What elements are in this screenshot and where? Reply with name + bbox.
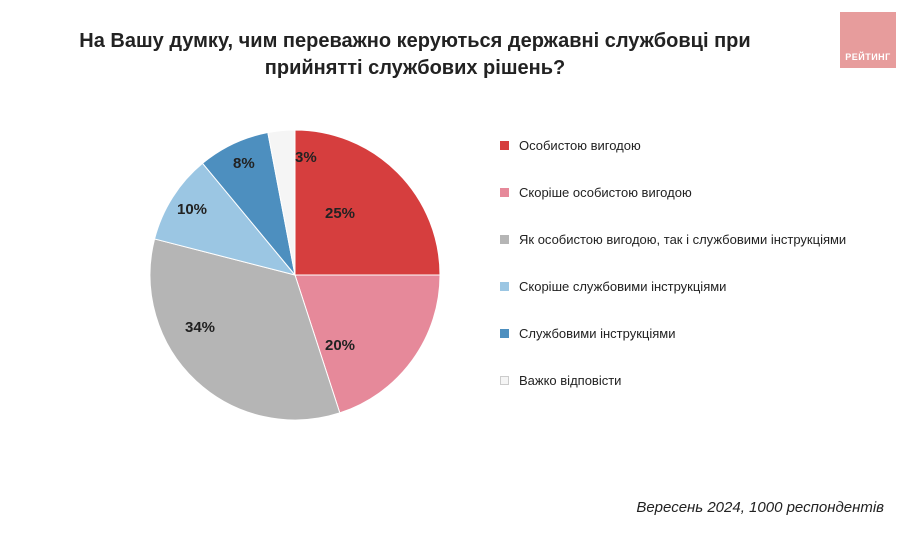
legend-marker	[500, 282, 509, 291]
pie-slice-label: 25%	[325, 205, 355, 222]
legend-item: Службовими інструкціями	[500, 326, 890, 341]
footnote: Вересень 2024, 1000 респондентів	[636, 499, 884, 516]
legend-item: Важко відповісти	[500, 373, 890, 388]
pie-chart: 25% 20% 34% 10% 8% 3%	[140, 120, 450, 430]
legend-marker	[500, 141, 509, 150]
legend-item: Як особистою вигодою, так і службовими і…	[500, 232, 890, 247]
pie-slice	[295, 130, 440, 275]
legend-label: Службовими інструкціями	[519, 326, 675, 341]
legend-marker	[500, 329, 509, 338]
legend-label: Скоріше службовими інструкціями	[519, 279, 726, 294]
legend-marker	[500, 188, 509, 197]
chart-title: На Вашу думку, чим переважно керуються д…	[40, 28, 790, 82]
pie-slice-label: 10%	[177, 201, 207, 218]
pie-slice-label: 3%	[295, 149, 317, 166]
pie-svg	[140, 120, 450, 430]
legend-marker	[500, 376, 509, 385]
legend: Особистою вигодою Скоріше особистою вигод…	[500, 138, 890, 420]
legend-label: Як особистою вигодою, так і службовими і…	[519, 232, 846, 247]
legend-label: Скоріше особистою вигодою	[519, 185, 692, 200]
legend-label: Особистою вигодою	[519, 138, 641, 153]
legend-item: Скоріше особистою вигодою	[500, 185, 890, 200]
pie-slice-label: 8%	[233, 155, 255, 172]
pie-slice-label: 20%	[325, 337, 355, 354]
legend-marker	[500, 235, 509, 244]
legend-item: Скоріше службовими інструкціями	[500, 279, 890, 294]
legend-item: Особистою вигодою	[500, 138, 890, 153]
brand-logo-text: РЕЙТИНГ	[845, 52, 891, 62]
legend-label: Важко відповісти	[519, 373, 621, 388]
brand-logo: РЕЙТИНГ	[840, 12, 896, 68]
pie-slice-label: 34%	[185, 319, 215, 336]
